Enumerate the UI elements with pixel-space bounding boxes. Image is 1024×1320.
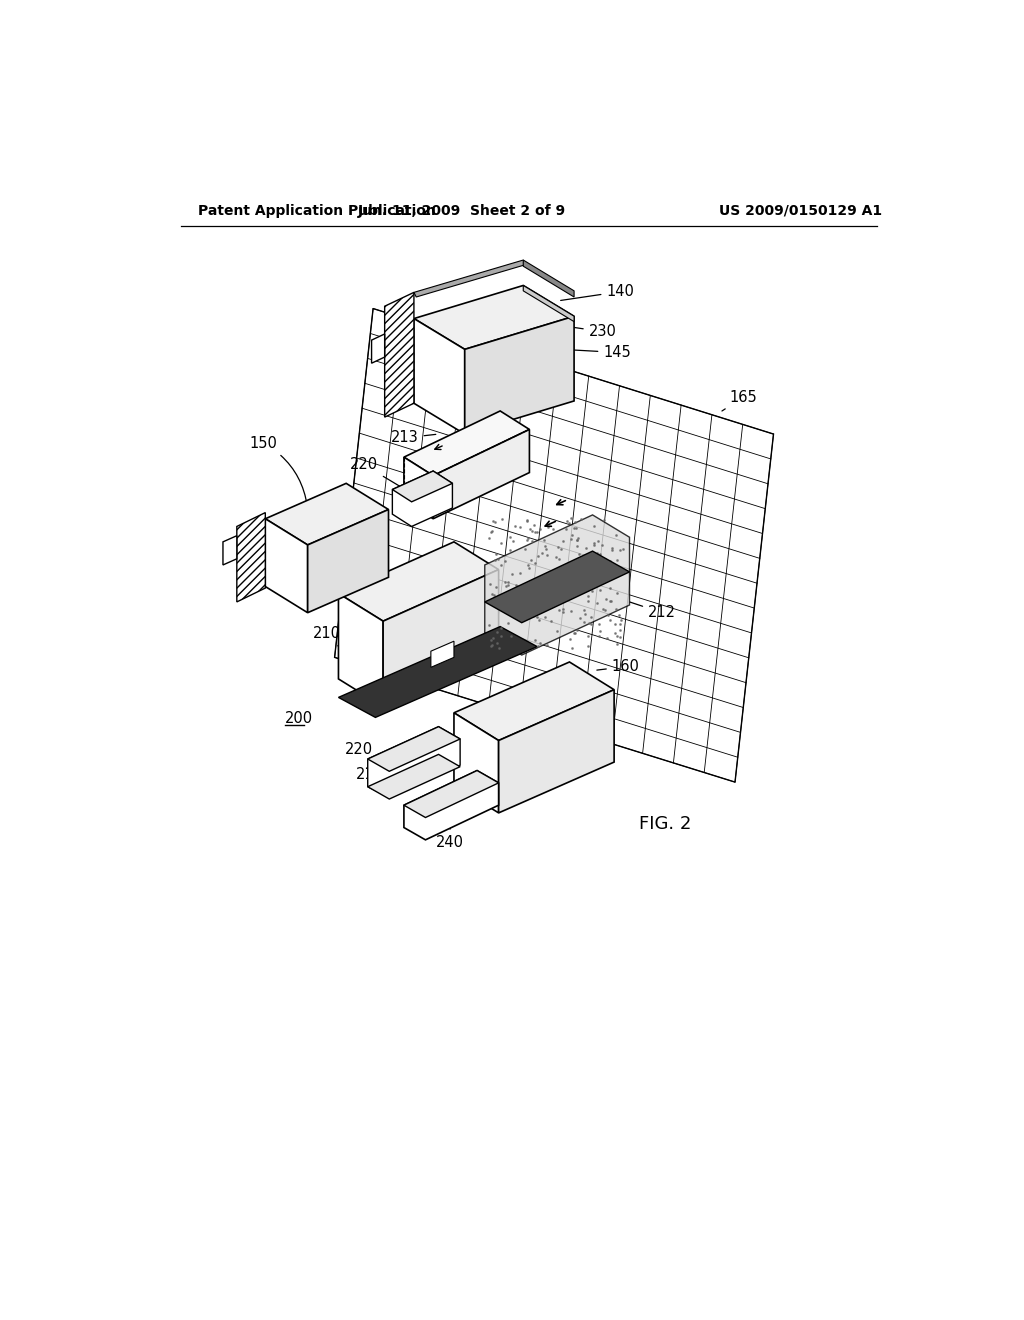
Polygon shape xyxy=(499,689,614,813)
Polygon shape xyxy=(265,483,388,545)
Polygon shape xyxy=(523,285,574,322)
Polygon shape xyxy=(339,543,499,622)
Text: 210': 210' xyxy=(355,767,395,781)
Polygon shape xyxy=(237,512,265,602)
Polygon shape xyxy=(403,457,433,519)
Polygon shape xyxy=(223,536,237,565)
Text: 150: 150 xyxy=(250,436,307,506)
Text: 211: 211 xyxy=(579,725,610,741)
Polygon shape xyxy=(372,334,385,363)
Text: Jun. 11, 2009  Sheet 2 of 9: Jun. 11, 2009 Sheet 2 of 9 xyxy=(357,203,565,218)
Text: 230: 230 xyxy=(553,325,616,339)
Text: 240: 240 xyxy=(436,822,464,850)
Text: Patent Application Publication: Patent Application Publication xyxy=(199,203,436,218)
Text: 213: 213 xyxy=(391,430,436,445)
Polygon shape xyxy=(383,570,499,706)
Polygon shape xyxy=(368,755,460,799)
Polygon shape xyxy=(414,318,465,434)
Polygon shape xyxy=(484,552,630,623)
Text: 220: 220 xyxy=(350,457,413,494)
Polygon shape xyxy=(403,771,499,840)
Polygon shape xyxy=(433,429,529,519)
Polygon shape xyxy=(335,309,773,781)
Polygon shape xyxy=(523,260,574,297)
Polygon shape xyxy=(431,642,454,668)
Text: FIG. 2: FIG. 2 xyxy=(639,816,691,833)
Polygon shape xyxy=(339,627,538,718)
Text: US 2009/0150129 A1: US 2009/0150129 A1 xyxy=(719,203,882,218)
Polygon shape xyxy=(368,726,460,797)
Text: 210: 210 xyxy=(313,626,362,661)
Polygon shape xyxy=(414,285,574,350)
Text: 165: 165 xyxy=(722,389,758,411)
Text: 212: 212 xyxy=(630,602,676,620)
Text: 220: 220 xyxy=(345,742,390,758)
Polygon shape xyxy=(368,726,460,771)
Text: 145: 145 xyxy=(564,345,631,360)
Polygon shape xyxy=(454,663,614,741)
Polygon shape xyxy=(454,713,499,813)
Polygon shape xyxy=(385,293,414,417)
Text: 200: 200 xyxy=(285,711,312,726)
Polygon shape xyxy=(484,515,630,655)
Polygon shape xyxy=(403,771,499,817)
Polygon shape xyxy=(392,471,453,527)
Polygon shape xyxy=(339,594,383,706)
Text: 160: 160 xyxy=(597,659,640,675)
Polygon shape xyxy=(392,471,453,502)
Polygon shape xyxy=(403,411,529,475)
Polygon shape xyxy=(465,317,574,434)
Text: 140: 140 xyxy=(561,284,634,301)
Polygon shape xyxy=(414,260,525,297)
Polygon shape xyxy=(265,519,307,612)
Polygon shape xyxy=(307,510,388,612)
